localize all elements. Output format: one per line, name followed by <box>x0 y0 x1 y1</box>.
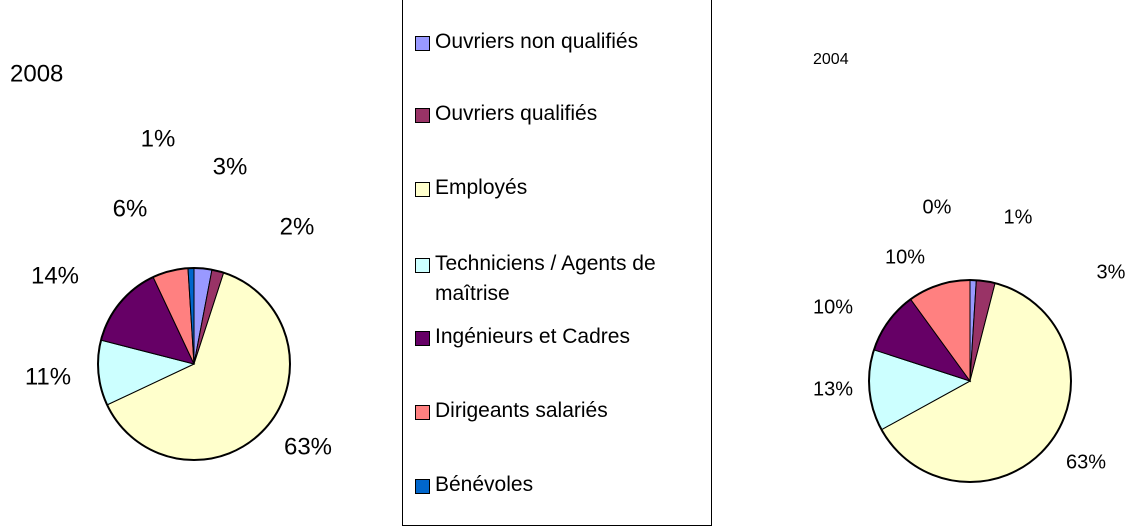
data-label: 1% <box>141 125 176 152</box>
legend-swatch <box>415 36 430 51</box>
data-label: 10% <box>885 246 925 268</box>
legend-label: Techniciens / Agents de maîtrise <box>435 252 656 305</box>
data-label: 3% <box>213 153 248 180</box>
data-label: 6% <box>113 195 148 222</box>
data-label: 2% <box>280 213 315 240</box>
legend-swatch <box>415 182 430 197</box>
legend-item: Ouvriers non qualifiés <box>415 27 710 57</box>
legend-label: Ingénieurs et Cadres <box>435 325 630 348</box>
legend-swatch <box>415 108 430 123</box>
legend-swatch <box>415 405 430 420</box>
legend-item: Employés <box>415 173 710 203</box>
data-label: 63% <box>284 433 332 460</box>
legend-swatch <box>415 331 430 346</box>
data-label: 63% <box>1066 451 1106 473</box>
legend-label: Dirigeants salariés <box>435 399 608 422</box>
legend-item: Techniciens / Agents de maîtrise <box>415 249 710 309</box>
data-label: 11% <box>25 363 71 390</box>
data-label: 1% <box>1004 206 1033 228</box>
data-label: 10% <box>813 296 853 318</box>
legend-swatch <box>415 479 430 494</box>
pie-outline <box>97 267 291 461</box>
data-label: 0% <box>923 196 952 218</box>
data-label: 13% <box>813 378 853 400</box>
legend-label: Ouvriers qualifiés <box>435 102 598 125</box>
legend-label: Ouvriers non qualifiés <box>435 30 639 53</box>
pie-outline <box>868 279 1072 483</box>
legend-item: Dirigeants salariés <box>415 396 710 426</box>
legend: Ouvriers non qualifiés Ouvriers qualifiés… <box>402 0 712 526</box>
data-label: 3% <box>1097 261 1126 283</box>
legend-item: Bénévoles <box>415 470 710 500</box>
legend-label: Employés <box>435 176 528 199</box>
chart-title: 2004 <box>813 51 849 68</box>
legend-swatch <box>415 258 430 273</box>
data-label: 14% <box>31 262 79 289</box>
chart-title: 2008 <box>10 60 63 87</box>
legend-item: Ingénieurs et Cadres <box>415 322 710 352</box>
legend-item: Ouvriers qualifiés <box>415 99 710 129</box>
legend-label: Bénévoles <box>435 473 534 496</box>
